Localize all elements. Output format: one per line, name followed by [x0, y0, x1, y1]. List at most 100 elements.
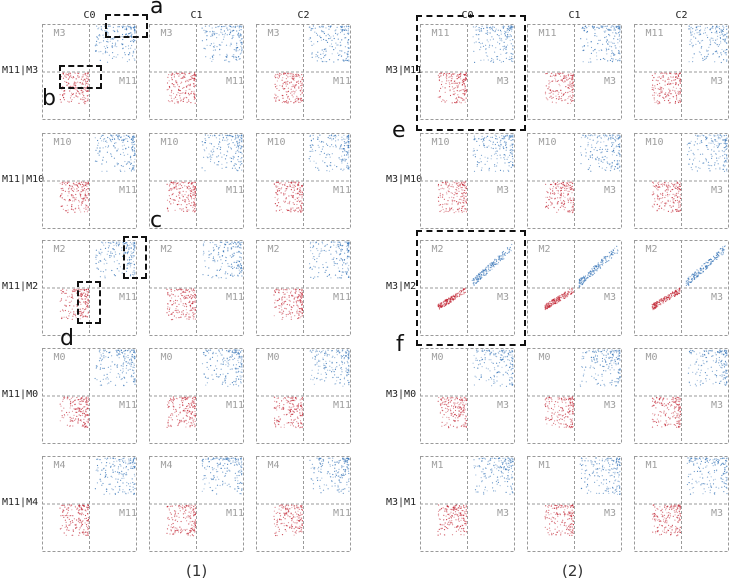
- scatter-cell-p1-r1-c1: M3 M11: [149, 24, 244, 120]
- annotation-letter-f: f: [396, 332, 404, 357]
- scatter-cell-p1-r4-c2: M0 M11: [256, 348, 351, 444]
- top-axis-label: M1: [538, 460, 551, 471]
- blue-point-cloud: [686, 134, 728, 172]
- right-axis-label: M11: [333, 400, 352, 411]
- blue-point-cloud: [308, 134, 350, 172]
- scatter-plot: [256, 348, 351, 444]
- right-axis-label: M3: [604, 76, 617, 87]
- top-axis-label: M4: [53, 460, 66, 471]
- scatter-plot: [42, 348, 137, 444]
- blue-point-cloud: [95, 241, 136, 279]
- red-point-cloud: [437, 396, 467, 429]
- annotation-letter-b: b: [42, 86, 56, 111]
- right-axis-label: M11: [226, 76, 245, 87]
- annotation-letter-e: e: [392, 118, 406, 143]
- right-axis-label: M11: [226, 400, 245, 411]
- top-axis-label: M2: [53, 244, 66, 255]
- blue-point-cloud: [472, 134, 514, 172]
- top-axis-label: M0: [431, 352, 444, 363]
- scatter-cell-p2-r3-c2: M2 M3: [634, 240, 729, 336]
- scatter-cell-p2-r2-c1: M10 M3: [527, 133, 622, 229]
- scatter-cell-p1-r2-c1: M10 M11: [149, 133, 244, 229]
- blue-point-cloud: [202, 241, 243, 279]
- row-label: M3|M11: [386, 65, 423, 76]
- panel-caption-1: (1): [186, 562, 208, 580]
- scatter-cell-p2-r5-c0: M1 M3: [420, 456, 515, 552]
- scatter-plot: [634, 456, 729, 552]
- red-point-cloud: [651, 504, 682, 537]
- scatter-cell-p1-r4-c1: M0 M11: [149, 348, 244, 444]
- scatter-cell-p2-r3-c1: M2 M3: [527, 240, 622, 336]
- top-axis-label: M1: [645, 460, 658, 471]
- blue-point-cloud: [201, 25, 243, 63]
- red-point-cloud: [651, 181, 682, 213]
- scatter-plot: [634, 240, 729, 336]
- right-axis-label: M11: [119, 185, 138, 196]
- scatter-cell-p2-r3-c0: M2 M3: [420, 240, 515, 336]
- annotation-box-a: [105, 14, 148, 38]
- top-axis-label: M4: [160, 460, 173, 471]
- top-axis-label: M0: [53, 352, 66, 363]
- top-axis-label: M4: [267, 460, 280, 471]
- scatter-cell-p1-r3-c1: M2 M11: [149, 240, 244, 336]
- blue-point-cloud: [201, 457, 243, 495]
- scatter-cell-p1-r5-c0: M4 M11: [42, 456, 137, 552]
- scatter-plot: [527, 240, 622, 336]
- blue-point-cloud: [578, 245, 619, 288]
- right-axis-label: M3: [604, 508, 617, 519]
- scatter-plot: [256, 133, 351, 229]
- red-point-cloud: [59, 288, 90, 320]
- blue-point-cloud: [579, 457, 621, 495]
- scatter-plot: [256, 456, 351, 552]
- blue-point-cloud: [94, 134, 136, 172]
- row-label: M11|M0: [2, 389, 39, 400]
- red-point-cloud: [59, 396, 90, 429]
- top-axis-label: M2: [645, 244, 658, 255]
- scatter-cell-p1-r3-c0: M2 M11: [42, 240, 137, 336]
- red-point-cloud: [544, 504, 575, 536]
- blue-point-cloud: [580, 134, 621, 172]
- top-axis-label: M11: [431, 28, 450, 39]
- scatter-plot: [527, 133, 622, 229]
- top-axis-label: M10: [160, 137, 179, 148]
- row-label: M3|M0: [386, 389, 417, 400]
- column-header-c2: C2: [297, 10, 310, 21]
- red-point-cloud: [437, 181, 468, 214]
- red-point-cloud: [166, 72, 197, 104]
- top-axis-label: M0: [267, 352, 280, 363]
- right-axis-label: M11: [226, 185, 245, 196]
- scatter-cell-p1-r2-c2: M10 M11: [256, 133, 351, 229]
- right-axis-label: M3: [711, 185, 724, 196]
- right-axis-label: M11: [226, 292, 245, 303]
- right-axis-label: M3: [497, 508, 510, 519]
- row-label: M3|M1: [386, 497, 417, 508]
- blue-point-cloud: [472, 25, 514, 64]
- top-axis-label: M3: [267, 28, 280, 39]
- scatter-plot: [149, 133, 244, 229]
- top-axis-label: M2: [431, 244, 444, 255]
- scatter-plot: [527, 456, 622, 552]
- annotation-box-b: [59, 65, 102, 89]
- blue-point-cloud: [309, 349, 350, 387]
- scatter-plot: [420, 240, 515, 336]
- scatter-cell-p2-r2-c0: M10 M3: [420, 133, 515, 229]
- blue-point-cloud: [472, 349, 514, 387]
- annotation-box-c: [123, 236, 147, 279]
- scatter-cell-p2-r5-c2: M1 M3: [634, 456, 729, 552]
- red-point-cloud: [544, 181, 575, 214]
- scatter-cell-p2-r2-c2: M10 M3: [634, 133, 729, 229]
- red-point-cloud: [166, 288, 197, 321]
- right-axis-label: M3: [497, 76, 510, 87]
- top-axis-label: M3: [160, 28, 173, 39]
- top-axis-label: M10: [53, 137, 72, 148]
- blue-point-cloud: [685, 245, 726, 286]
- top-axis-label: M0: [538, 352, 551, 363]
- scatter-cell-p2-r1-c1: M11 M3: [527, 24, 622, 120]
- scatter-cell-p1-r2-c0: M10 M11: [42, 133, 137, 229]
- red-point-cloud: [544, 396, 575, 429]
- top-axis-label: M10: [431, 137, 450, 148]
- red-point-cloud: [651, 287, 681, 311]
- red-point-cloud: [544, 287, 575, 311]
- panel-caption-2: (2): [562, 562, 584, 580]
- scatter-cell-p1-r4-c0: M0 M11: [42, 348, 137, 444]
